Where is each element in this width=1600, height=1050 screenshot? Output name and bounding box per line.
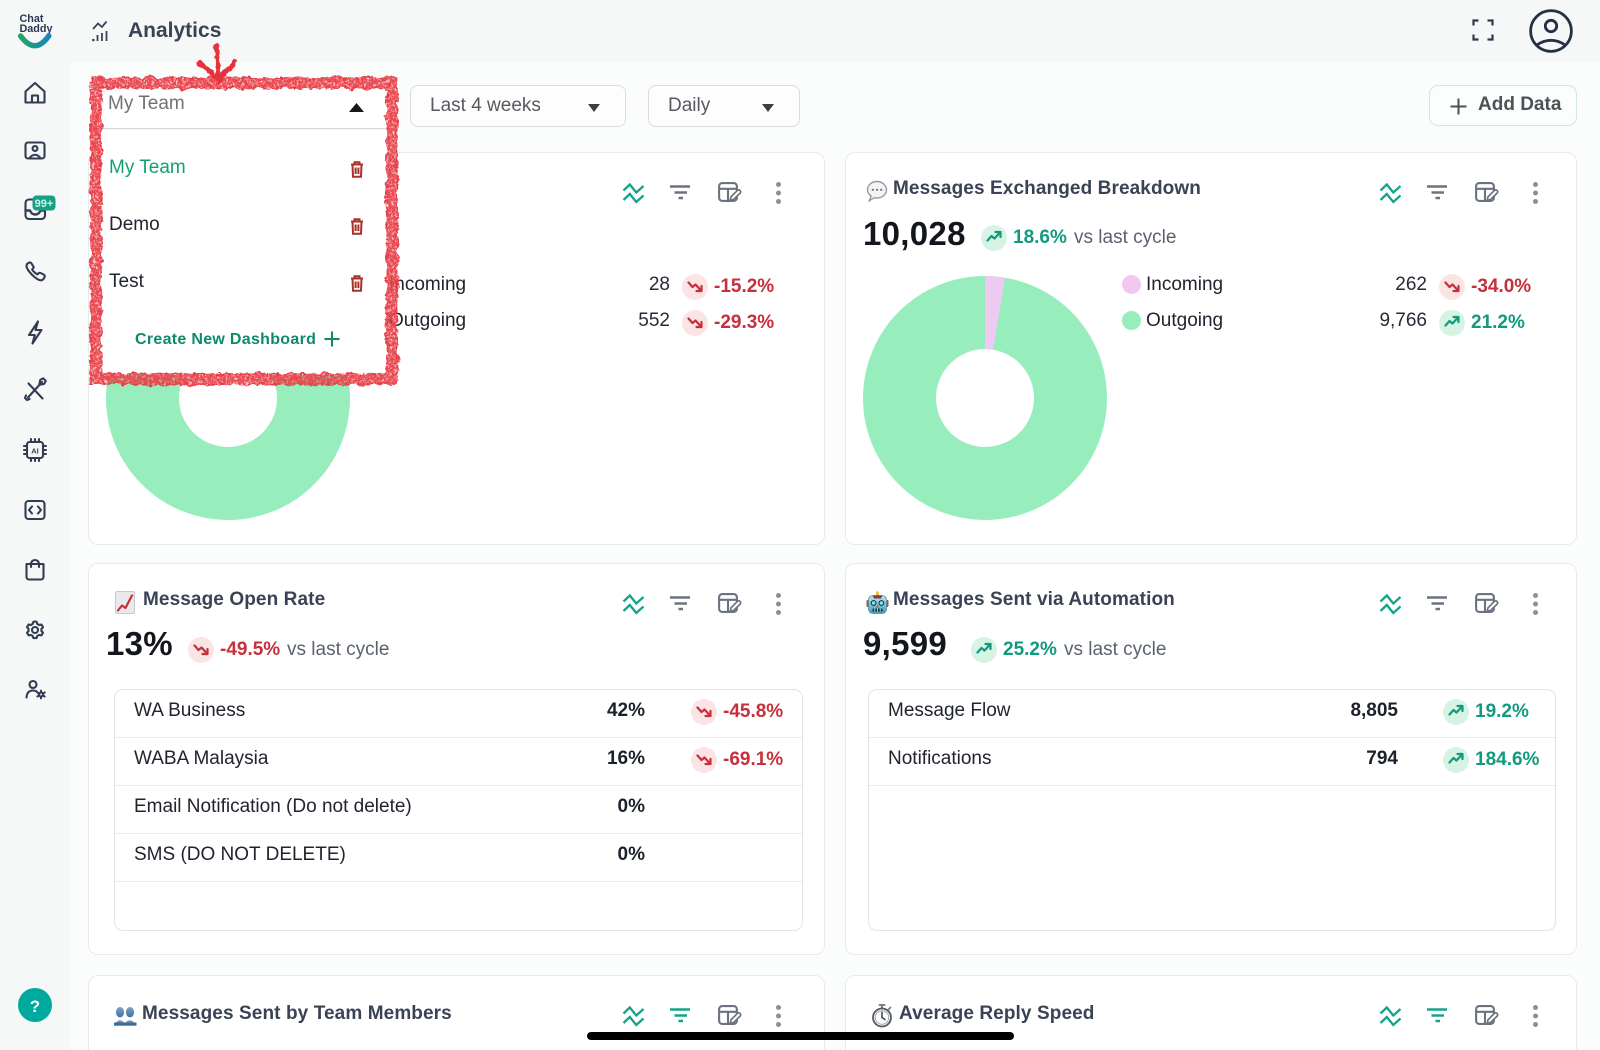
- svg-text:?: ?: [30, 997, 40, 1016]
- svg-text:Chat: Chat: [20, 13, 44, 25]
- svg-text:99+: 99+: [35, 198, 54, 210]
- svg-text:Daddy: Daddy: [20, 23, 53, 35]
- svg-text:AI: AI: [31, 447, 39, 456]
